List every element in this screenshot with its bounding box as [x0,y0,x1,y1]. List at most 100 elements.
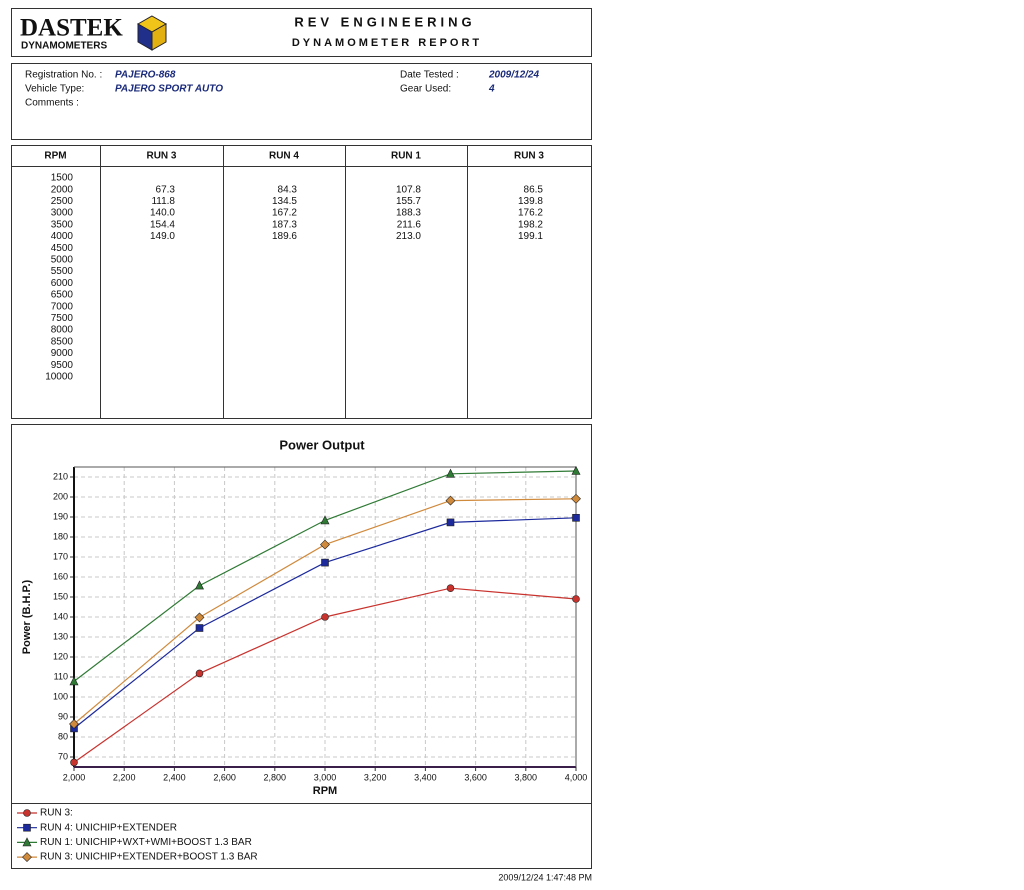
value-cell: 67.3 [156,184,176,195]
chart-title: Power Output [279,437,365,452]
value-cell: 187.3 [272,219,297,230]
info-value: 2009/12/24 [488,70,539,81]
marker [571,493,581,504]
y-tick-label: 120 [53,651,68,661]
x-tick-label: 4,000 [565,772,588,782]
marker [321,613,329,621]
marker [446,468,455,478]
rpm-cell: 9500 [51,360,74,371]
x-tick-label: 3,000 [314,772,337,782]
value-cell: 154.4 [150,219,175,230]
rpm-cell: 4500 [51,243,74,254]
value-cell: 213.0 [396,231,421,242]
value-cell: 107.8 [396,184,421,195]
y-tick-label: 160 [53,571,68,581]
legend-marker [22,852,32,863]
rpm-cell: 6500 [51,290,74,301]
column-header: RUN 4 [269,151,299,162]
value-cell: 188.3 [396,208,421,219]
info-label: Date Tested : [400,70,459,81]
info-value: 4 [488,84,495,95]
timestamp: 2009/12/24 1:47:48 PM [498,872,592,882]
rpm-cell: 2000 [51,184,74,195]
legend-label: RUN 3: [40,808,73,819]
x-tick-label: 2,800 [264,772,287,782]
y-tick-label: 180 [53,531,68,541]
y-tick-label: 200 [53,491,68,501]
x-tick-label: 2,600 [213,772,236,782]
info-box [11,63,592,140]
header-box [11,8,592,57]
value-cell: 211.6 [397,219,422,230]
value-cell: 86.5 [524,184,544,195]
marker [69,719,79,729]
legend-marker [23,823,31,832]
rpm-cell: 3000 [51,208,74,219]
legend-label: RUN 4: UNICHIP+EXTENDER [40,822,177,833]
y-tick-label: 130 [53,631,68,641]
rpm-cell: 10000 [45,372,73,383]
chart-box [11,424,592,869]
value-cell: 176.2 [518,208,543,219]
value-cell: 198.2 [518,219,543,230]
marker [446,518,455,527]
x-tick-label: 2,400 [163,772,186,782]
y-axis-label: Power (B.H.P.) [21,579,33,654]
marker [69,676,79,686]
x-axis-label: RPM [313,785,337,797]
rpm-cell: 9000 [51,348,74,359]
logo-sub: DYNAMOMETERS [21,41,107,52]
y-tick-label: 110 [54,671,68,681]
y-tick-label: 90 [58,711,68,721]
legend-marker [23,809,31,817]
value-cell: 111.8 [151,196,175,207]
logo: DASTEK DYNAMOMETERS [20,15,168,52]
x-tick-label: 3,800 [515,772,538,782]
y-tick-label: 80 [58,731,68,741]
marker [320,539,330,550]
report-subtitle: DYNAMOMETER REPORT [292,37,482,49]
marker [195,624,204,632]
value-cell: 134.5 [272,196,297,207]
y-tick-label: 140 [53,611,68,621]
rpm-cell: 5000 [51,255,74,266]
value-cell: 139.8 [518,196,543,207]
y-tick-label: 210 [53,471,68,481]
table-box [11,145,592,419]
info-value: PAJERO-868 [115,70,176,81]
x-tick-label: 3,200 [364,772,387,782]
marker [445,495,456,506]
column-header: RUN 3 [514,151,544,162]
marker [572,513,580,522]
x-tick-label: 2,200 [113,772,136,782]
info-label: Comments : [25,98,79,109]
legend-label: RUN 1: UNICHIP+WXT+WMI+BOOST 1.3 BAR [40,837,252,848]
x-tick-label: 3,400 [414,772,437,782]
value-cell: 199.1 [518,231,543,242]
x-tick-label: 3,600 [464,772,487,782]
rpm-cell: 2500 [51,196,74,207]
marker [321,558,329,567]
marker [195,580,204,590]
marker [195,669,204,678]
rpm-cell: 8500 [51,336,74,347]
logo-cube-right [151,23,167,51]
y-tick-label: 70 [58,751,68,761]
chart: Power Output RPM Power (B.H.P.) 70 80 90 100 11… [17,437,588,863]
rpm-cell: 7500 [51,313,74,324]
legend-label: RUN 3: UNICHIP+EXTENDER+BOOST 1.3 BAR [40,852,258,863]
value-cell: 84.3 [278,184,298,195]
rpm-cell: 7000 [51,301,74,312]
y-tick-label: 100 [53,691,68,701]
x-tick-label: 2,000 [63,772,86,782]
value-cell: 189.6 [272,231,297,242]
rpm-cell: 8000 [51,325,74,336]
marker [571,465,581,475]
marker [320,515,330,525]
info-label: Gear Used: [400,84,451,95]
rpm-cell: 1500 [51,173,74,184]
value-cell: 155.7 [396,196,421,207]
info-value: PAJERO SPORT AUTO [115,84,223,95]
